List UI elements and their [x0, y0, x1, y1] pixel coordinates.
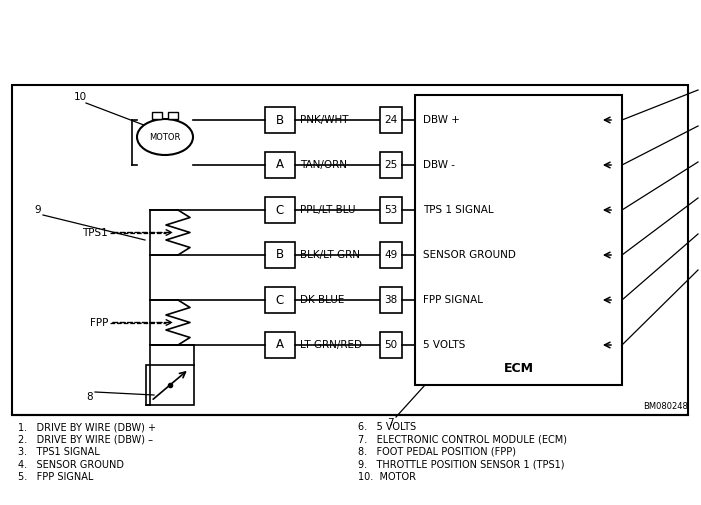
- Text: B: B: [276, 248, 284, 262]
- Text: FPP: FPP: [90, 318, 108, 328]
- Text: 2.   DRIVE BY WIRE (DBW) –: 2. DRIVE BY WIRE (DBW) –: [18, 434, 153, 444]
- Text: C: C: [276, 204, 284, 217]
- Bar: [265, 242, 295, 268]
- Text: 8: 8: [87, 392, 93, 402]
- Bar: [12, 85, 688, 415]
- Text: 5.   FPP SIGNAL: 5. FPP SIGNAL: [18, 472, 93, 482]
- Text: 38: 38: [384, 295, 397, 305]
- Text: PNK/WHT: PNK/WHT: [300, 115, 348, 125]
- Text: B: B: [276, 114, 284, 126]
- Text: MOTOR: MOTOR: [149, 132, 181, 141]
- Bar: [415, 95, 622, 385]
- Text: A: A: [276, 338, 284, 351]
- Text: FPP SIGNAL: FPP SIGNAL: [423, 295, 483, 305]
- Text: 10: 10: [74, 92, 86, 102]
- Bar: [265, 332, 295, 358]
- Bar: [265, 107, 295, 133]
- Text: DK BLUE: DK BLUE: [300, 295, 344, 305]
- Text: C: C: [276, 293, 284, 307]
- Text: A: A: [276, 159, 284, 172]
- Text: TPS 1 SIGNAL: TPS 1 SIGNAL: [423, 205, 494, 215]
- Text: 1.   DRIVE BY WIRE (DBW) +: 1. DRIVE BY WIRE (DBW) +: [18, 422, 156, 432]
- Text: 53: 53: [384, 205, 397, 215]
- Text: PPL/LT BLU: PPL/LT BLU: [300, 205, 355, 215]
- Bar: [168, 112, 178, 119]
- Text: 7.   ELECTRONIC CONTROL MODULE (ECM): 7. ELECTRONIC CONTROL MODULE (ECM): [358, 434, 567, 444]
- Text: TPS1: TPS1: [82, 227, 108, 237]
- Bar: [380, 197, 402, 223]
- Text: DBW +: DBW +: [423, 115, 460, 125]
- Text: 7: 7: [387, 418, 393, 428]
- Text: BM080248: BM080248: [643, 402, 688, 411]
- Ellipse shape: [137, 119, 193, 155]
- Text: 5 VOLTS: 5 VOLTS: [423, 340, 465, 350]
- Bar: [146, 365, 194, 405]
- Text: LT GRN/RED: LT GRN/RED: [300, 340, 362, 350]
- Text: 49: 49: [384, 250, 397, 260]
- Text: 8.   FOOT PEDAL POSITION (FPP): 8. FOOT PEDAL POSITION (FPP): [358, 447, 516, 457]
- Bar: [380, 287, 402, 313]
- Bar: [265, 152, 295, 178]
- Bar: [152, 112, 162, 119]
- Text: 10.  MOTOR: 10. MOTOR: [358, 472, 416, 482]
- Text: BLK/LT GRN: BLK/LT GRN: [300, 250, 360, 260]
- Text: DBW -: DBW -: [423, 160, 455, 170]
- Text: 6.   5 VOLTS: 6. 5 VOLTS: [358, 422, 416, 432]
- Text: 25: 25: [384, 160, 397, 170]
- Bar: [380, 332, 402, 358]
- Text: 3.   TPS1 SIGNAL: 3. TPS1 SIGNAL: [18, 447, 100, 457]
- Bar: [380, 107, 402, 133]
- Bar: [380, 152, 402, 178]
- Text: TAN/ORN: TAN/ORN: [300, 160, 347, 170]
- Bar: [265, 197, 295, 223]
- Bar: [265, 287, 295, 313]
- Text: ECM: ECM: [503, 362, 533, 375]
- Text: 4.   SENSOR GROUND: 4. SENSOR GROUND: [18, 460, 124, 470]
- Text: 9: 9: [34, 205, 41, 215]
- Text: 9.   THROTTLE POSITION SENSOR 1 (TPS1): 9. THROTTLE POSITION SENSOR 1 (TPS1): [358, 460, 564, 470]
- Text: SENSOR GROUND: SENSOR GROUND: [423, 250, 516, 260]
- Text: 50: 50: [384, 340, 397, 350]
- Text: 24: 24: [384, 115, 397, 125]
- Bar: [380, 242, 402, 268]
